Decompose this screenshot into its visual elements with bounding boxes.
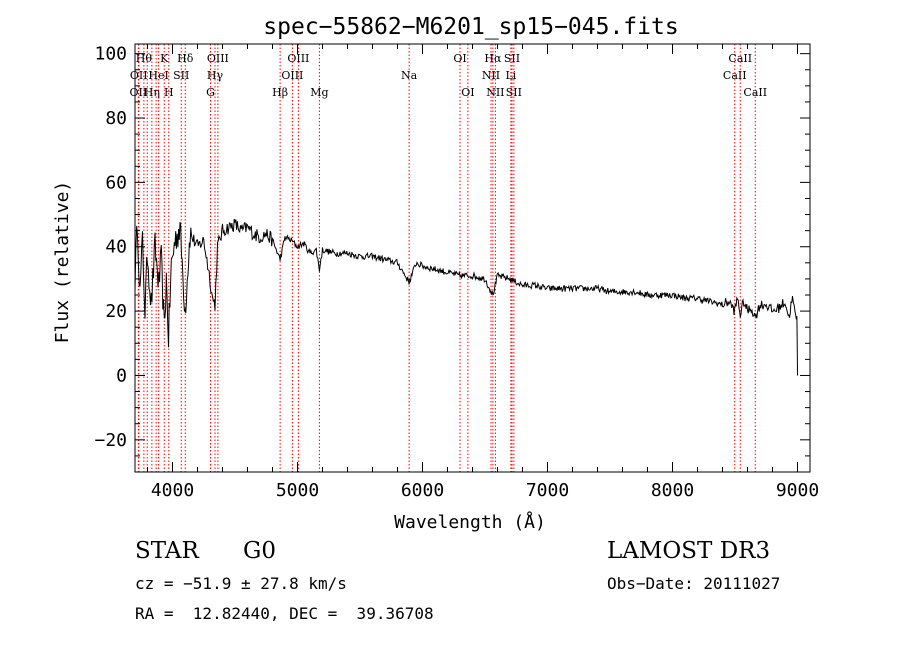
y-tick-label: 100 <box>94 44 127 65</box>
y-tick-label: 60 <box>105 172 127 193</box>
y-axis-label: Flux (relative) <box>52 181 73 344</box>
spectral-line-labels: OII OII Hθ Hη HeI K H SII Hδ G Hγ OIII Hβ OIII OIII Mg N… <box>130 52 768 99</box>
y-tick-label: 0 <box>116 365 127 386</box>
spectral-line-label-24: Li <box>505 69 516 82</box>
y-tick-label: 20 <box>105 301 127 322</box>
axes: 4000 5000 6000 7000 8000 9000 −20 0 20 40 60 80 100 <box>94 43 819 501</box>
spectral-line-label-13: OIII <box>207 52 229 65</box>
chart-title: spec−55862−M6201_sp15−045.fits <box>263 14 678 40</box>
spectral-line-label-9: SII <box>173 69 189 82</box>
x-tick-label: 4000 <box>151 480 194 501</box>
plot-frame <box>134 43 811 473</box>
spectral-line-label-12: Hγ <box>207 69 224 82</box>
x-tick-label: 5000 <box>276 480 319 501</box>
spectral-line-label-16: OIII <box>287 52 309 65</box>
survey-name: LAMOST DR3 <box>607 538 771 564</box>
spectral-line-label-14: Hβ <box>272 86 288 99</box>
spectral-line-label-15: OIII <box>281 69 303 82</box>
object-subclass: G0 <box>243 538 277 564</box>
spectral-line-label-27: CaII <box>723 69 747 82</box>
y-tick-label: 80 <box>105 108 127 129</box>
spectral-line-label-7: K <box>160 52 169 65</box>
spectral-line-label-22: Hα <box>484 52 502 65</box>
coordinates: RA = 12.82440, DEC = 39.36708 <box>135 604 434 623</box>
flux-series-line <box>134 218 798 376</box>
spectral-line-label-26: SII <box>506 86 522 99</box>
spectral-line-markers <box>137 44 756 472</box>
x-tick-label: 7000 <box>526 480 569 501</box>
y-tick-label: −20 <box>94 430 127 451</box>
observation-date: Obs−Date: 20111027 <box>607 574 781 593</box>
spectral-line-label-23: NII <box>486 86 504 99</box>
x-tick-label: 8000 <box>651 480 694 501</box>
spectral-line-label-29: CaII <box>743 86 767 99</box>
spectral-line-label-2: Hθ <box>136 52 153 65</box>
object-class: STAR <box>135 538 199 564</box>
spectral-line-label-20: OI <box>461 86 474 99</box>
spectral-line-label-11: G <box>206 86 215 99</box>
spectral-line-label-8: H <box>164 86 174 99</box>
x-tick-label: 6000 <box>401 480 444 501</box>
spectral-line-label-0: OII <box>130 86 148 99</box>
spectral-line-label-1: OII <box>130 69 148 82</box>
spectral-line-label-10: Hδ <box>177 52 194 65</box>
spectral-line-label-21: NII <box>482 69 500 82</box>
spectral-line-label-18: Na <box>401 69 418 82</box>
spectral-line-label-17: Mg <box>310 86 328 99</box>
y-tick-label: 40 <box>105 237 127 258</box>
spectral-line-label-25: SII <box>504 52 520 65</box>
spectral-line-label-6: HeI <box>148 69 168 82</box>
spectral-line-label-28: CaII <box>728 52 752 65</box>
x-tick-label: 9000 <box>776 480 819 501</box>
spectral-line-label-4: Hη <box>144 86 160 99</box>
x-axis-label: Wavelength (Å) <box>394 511 546 533</box>
redshift-cz: cz = −51.9 ± 27.8 km/s <box>135 574 347 593</box>
spectral-line-label-19: OI <box>453 52 466 65</box>
